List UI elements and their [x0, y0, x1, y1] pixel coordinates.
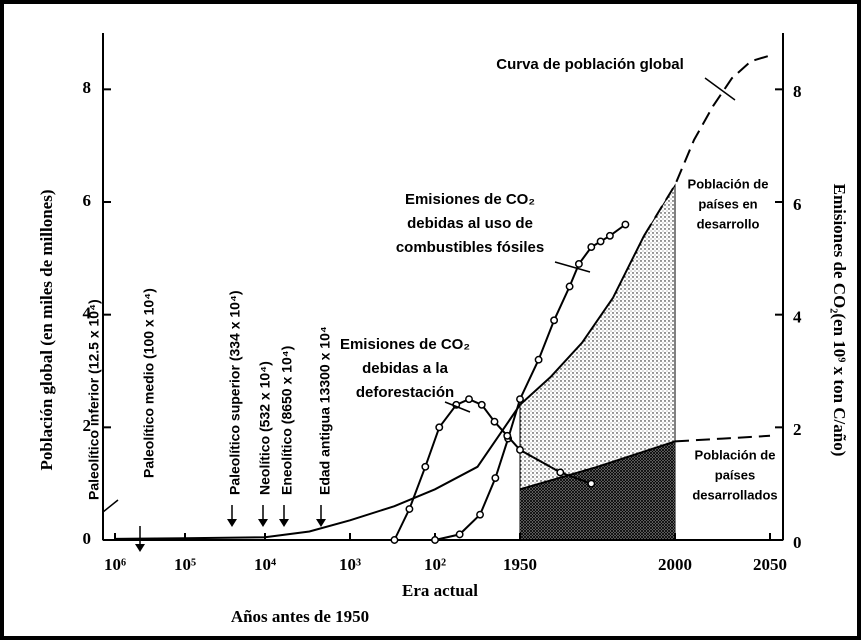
annotation: deforestación — [356, 384, 454, 401]
annotation: países en — [698, 196, 757, 211]
era-arrowhead — [258, 519, 268, 527]
y-tick-label: 6 — [83, 191, 92, 210]
series-line — [643, 54, 771, 237]
series-marker — [455, 530, 464, 539]
series-marker — [605, 231, 614, 240]
series-marker — [490, 417, 499, 426]
x-label-2: Años antes de 1950 — [231, 607, 369, 626]
y2-label: Emisiones de CO₂(en 10⁹ x ton C/año) — [830, 184, 849, 457]
annotation: países — [715, 467, 755, 482]
x-tick-label: 10⁴ — [254, 555, 276, 574]
annotation: Población de — [688, 176, 769, 191]
series-line — [114, 235, 645, 540]
era-leader — [102, 499, 119, 513]
x-tick-label: 10² — [424, 555, 446, 574]
x-tick-label: 10³ — [339, 555, 361, 574]
annotation: Emisiones de CO₂ — [405, 191, 535, 208]
annotation: debidas al uso de — [407, 215, 533, 232]
era-label: Paleolítico medio (100 x 10⁴) — [141, 288, 157, 478]
era-label: Paleolítico inferior (12.5 x 10⁴) — [86, 299, 102, 500]
series-marker — [405, 505, 414, 513]
y2-tick-label: 6 — [793, 195, 802, 214]
era-arrowhead — [279, 519, 289, 527]
y2-tick-label: 0 — [793, 533, 802, 552]
series-marker — [516, 395, 524, 404]
series-marker — [534, 355, 543, 364]
era-arrowhead — [316, 519, 326, 527]
annotation: desarrollados — [692, 487, 777, 502]
annotation: Población de — [695, 447, 776, 462]
leader — [554, 261, 591, 273]
y-tick-label: 2 — [83, 416, 92, 435]
series-marker — [476, 510, 484, 519]
era-label: Paleolítico superior (334 x 10⁴) — [227, 290, 243, 495]
x-tick-label: 2000 — [658, 555, 692, 574]
y-tick-label: 8 — [83, 78, 92, 97]
series-marker — [421, 462, 430, 471]
series-marker — [431, 536, 439, 544]
series-marker — [574, 260, 583, 268]
series-marker — [435, 423, 444, 432]
series-marker — [565, 282, 574, 291]
era-arrowhead — [227, 519, 237, 527]
y-tick-label: 4 — [83, 304, 92, 323]
y-tick-label: 0 — [83, 529, 92, 548]
series-marker — [477, 400, 486, 409]
series-marker — [503, 431, 512, 440]
series-marker — [390, 536, 399, 544]
series-marker — [516, 445, 524, 454]
era-label: Neolítico (532 x 10⁴) — [257, 361, 273, 495]
y-label: Población global (en miles de millones) — [37, 190, 56, 471]
series-marker — [596, 237, 605, 246]
annotation: desarrollo — [697, 216, 760, 231]
x-tick-label: 2050 — [753, 555, 787, 574]
series-marker — [621, 220, 630, 229]
developed-area — [520, 441, 675, 540]
annotation: Curva de población global — [496, 56, 684, 73]
x-tick-label: 10⁶ — [104, 555, 126, 574]
y2-tick-label: 8 — [793, 82, 802, 101]
series-marker — [465, 395, 473, 404]
leader — [704, 77, 736, 101]
x-label: Era actual — [402, 581, 478, 600]
series-marker — [587, 243, 596, 252]
x-tick-label: 10⁵ — [174, 555, 196, 574]
annotation: Emisiones de CO₂ — [340, 336, 470, 353]
series-marker — [491, 474, 500, 482]
annotation: combustibles fósiles — [396, 239, 544, 256]
x-tick-label: 1950 — [503, 555, 537, 574]
leader — [444, 401, 471, 413]
era-label: Edad antigua 13300 x 10⁴ — [317, 326, 333, 495]
series-line — [674, 434, 771, 443]
series-marker — [556, 468, 565, 477]
y2-tick-label: 4 — [793, 308, 802, 327]
annotation: debidas a la — [362, 360, 449, 377]
era-label: Eneolítico (8650 x 10⁴) — [279, 346, 295, 495]
era-arrowhead — [135, 544, 145, 552]
series-marker — [587, 479, 596, 488]
series-line — [393, 398, 592, 541]
series-marker — [550, 316, 559, 325]
y2-tick-label: 2 — [793, 420, 802, 439]
series-line — [519, 440, 676, 491]
